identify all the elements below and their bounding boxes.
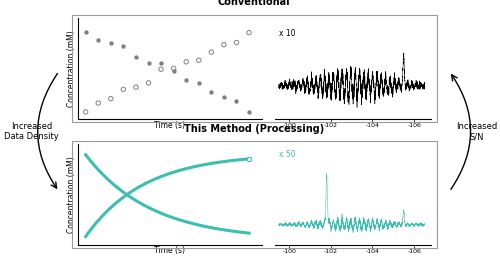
Point — [132, 55, 140, 59]
Text: x 50: x 50 — [279, 150, 295, 160]
Text: This Method (Processing): This Method (Processing) — [184, 124, 324, 134]
Text: x 10: x 10 — [279, 29, 295, 38]
Point — [245, 110, 253, 114]
Point — [107, 97, 115, 101]
Point — [182, 78, 190, 82]
Point — [208, 89, 216, 93]
Point — [170, 69, 177, 73]
X-axis label: Time (s): Time (s) — [154, 120, 186, 130]
Point — [195, 58, 203, 62]
Point — [157, 67, 165, 71]
Point — [144, 61, 152, 65]
Point — [232, 99, 240, 103]
Point — [182, 60, 190, 64]
Point — [144, 81, 152, 85]
Text: Increased
S/N: Increased S/N — [456, 122, 498, 141]
Point — [170, 66, 177, 70]
X-axis label: Time (s): Time (s) — [154, 246, 186, 255]
Point — [232, 40, 240, 45]
Point — [132, 85, 140, 89]
Point — [208, 50, 216, 54]
Point — [107, 41, 115, 45]
Point — [220, 95, 228, 99]
Point — [245, 157, 253, 161]
Point — [94, 38, 102, 42]
Text: Increased
Data Density: Increased Data Density — [4, 122, 59, 141]
Y-axis label: Concentration (mM): Concentration (mM) — [67, 30, 76, 107]
Point — [195, 81, 203, 85]
Point — [82, 30, 90, 34]
Point — [120, 87, 128, 91]
Point — [94, 101, 102, 105]
Point — [220, 43, 228, 47]
Point — [82, 110, 90, 114]
Y-axis label: Concentration (mM): Concentration (mM) — [67, 156, 76, 233]
Point — [157, 61, 165, 65]
Text: Conventional: Conventional — [218, 0, 290, 7]
Point — [120, 45, 128, 49]
Point — [245, 31, 253, 35]
